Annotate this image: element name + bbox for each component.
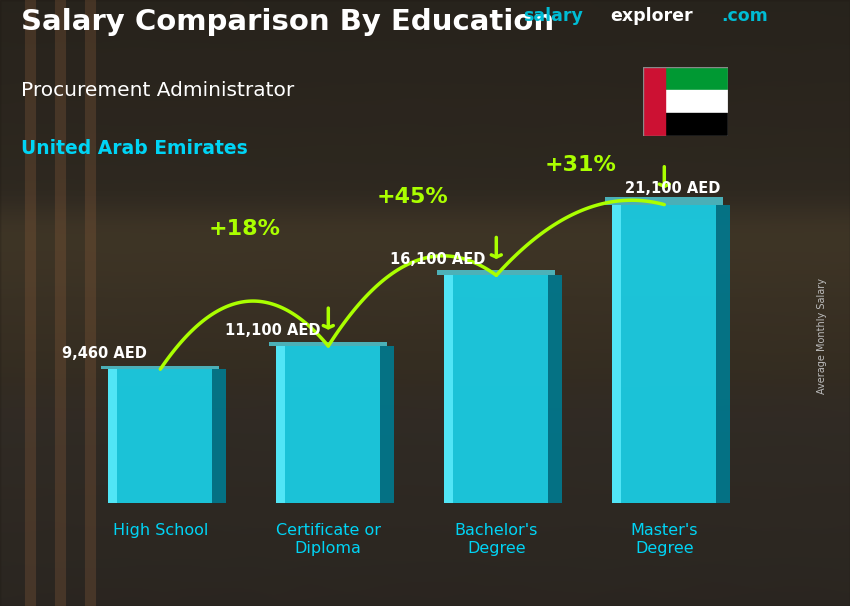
Bar [108,369,212,503]
Bar [643,113,728,136]
Text: 11,100 AED: 11,100 AED [225,322,320,338]
Bar [276,346,381,503]
Text: .com: .com [721,7,768,25]
Text: +45%: +45% [377,187,448,207]
Text: United Arab Emirates: United Arab Emirates [21,139,248,158]
Bar [643,67,728,90]
Bar [548,275,562,503]
Bar [612,205,717,503]
Text: Average Monthly Salary: Average Monthly Salary [818,278,827,395]
Text: 21,100 AED: 21,100 AED [625,181,721,196]
Bar [643,90,728,113]
Bar [717,205,730,503]
Bar [612,205,620,503]
Text: salary: salary [523,7,582,25]
Text: +31%: +31% [544,155,616,175]
Bar [643,67,665,136]
Bar [438,270,555,275]
Text: 9,460 AED: 9,460 AED [62,346,147,361]
Text: Procurement Administrator: Procurement Administrator [21,81,294,101]
Text: Master's
Degree: Master's Degree [631,524,698,556]
Bar [445,275,548,503]
Text: Certificate or
Diploma: Certificate or Diploma [275,524,381,556]
Text: Bachelor's
Degree: Bachelor's Degree [455,524,538,556]
Bar [381,346,394,503]
Bar [605,197,723,205]
Bar [212,369,226,503]
Text: Salary Comparison By Education: Salary Comparison By Education [21,8,554,36]
Bar [445,275,452,503]
Bar [108,369,116,503]
Text: explorer: explorer [610,7,693,25]
Text: +18%: +18% [208,219,280,239]
Text: High School: High School [112,524,208,538]
Bar [269,342,387,346]
Text: 16,100 AED: 16,100 AED [390,252,485,267]
Bar [101,366,219,369]
Bar [276,346,285,503]
